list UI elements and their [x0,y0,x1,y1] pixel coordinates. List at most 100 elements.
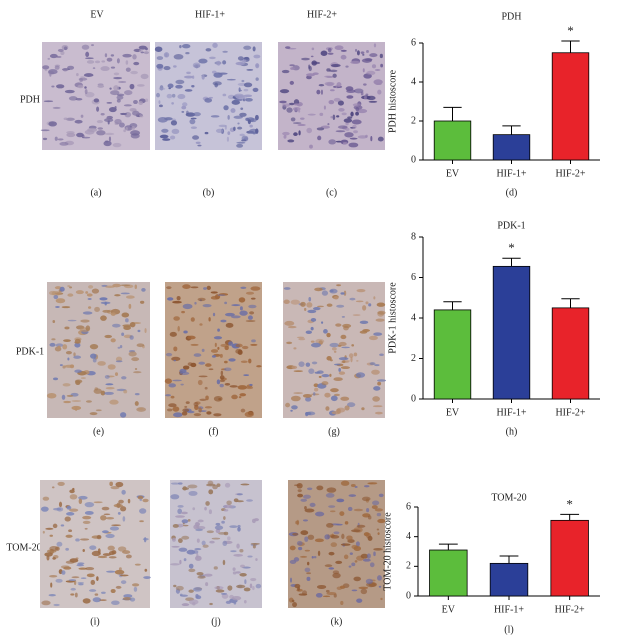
cell [341,346,350,349]
panel-label: (a) [90,187,101,198]
cell [96,576,99,581]
cell [237,126,243,130]
cell [159,134,169,139]
cell [206,411,212,415]
cell [166,408,173,412]
cell [62,68,68,72]
cell [123,325,131,331]
cell [85,400,92,403]
cell [313,392,316,396]
cell [316,127,325,131]
cell [290,409,293,412]
cell [156,92,161,98]
cell [240,360,248,364]
cell [345,86,354,91]
cell [318,375,322,378]
cell [308,65,312,72]
cell [143,51,150,55]
cell [307,309,317,314]
cell [52,106,61,109]
cell [332,73,337,78]
cell [286,107,293,113]
cell [214,525,224,530]
cell [304,307,307,311]
cell [359,330,368,334]
cell [337,100,344,106]
cell [181,535,190,540]
cell [253,54,261,59]
cell [250,343,258,346]
cell [190,317,195,322]
cell [252,46,256,52]
cell [74,119,83,124]
cell [179,45,182,49]
cell [228,341,234,346]
cell [84,86,87,89]
cell [123,594,133,598]
y-tick-label: 4 [411,76,416,87]
cell [115,481,124,488]
cell [365,93,369,96]
cell [75,538,80,542]
cell [104,334,112,339]
cell [204,97,213,103]
cell [219,353,223,358]
cell [351,589,358,592]
cell [195,522,200,526]
cell [220,592,228,595]
cell [189,118,196,125]
cell [340,292,345,295]
cell [291,405,298,410]
cell [290,577,293,583]
cell [352,103,361,107]
cell [293,392,303,394]
cell [340,366,351,370]
cell [171,356,181,362]
cell [121,376,127,380]
cell [158,88,166,90]
cell [195,528,203,532]
micrograph [40,42,150,150]
cell [48,121,57,127]
cell [84,510,94,515]
cell [110,486,120,490]
cell [351,119,362,125]
cell [369,53,378,58]
cell [336,498,345,503]
cell [105,383,114,386]
cell [125,126,128,131]
cell [197,575,206,579]
cell [353,352,358,357]
cell [248,358,252,364]
cell [172,300,182,304]
cell [317,550,321,557]
cell [82,515,92,520]
cell [190,362,197,368]
cell [338,371,346,375]
cell [72,487,75,491]
cell [137,495,144,500]
cell [87,127,98,133]
cell [63,400,72,404]
cell [349,297,356,301]
cell [324,534,330,540]
cell [85,567,95,571]
cell [81,136,91,139]
cell [363,95,368,100]
cell [362,53,365,56]
cell [181,603,190,607]
cell [76,132,84,138]
cell [90,579,96,585]
cell [110,338,116,343]
cell [213,413,222,417]
cell [116,95,124,100]
cell [316,305,325,308]
cell [121,312,130,318]
cell [214,342,217,348]
cell [120,412,127,418]
cell [247,119,251,125]
cell [333,531,340,535]
cell [49,71,52,77]
cell [354,486,358,488]
x-tick-label: HIF-2+ [555,168,585,179]
